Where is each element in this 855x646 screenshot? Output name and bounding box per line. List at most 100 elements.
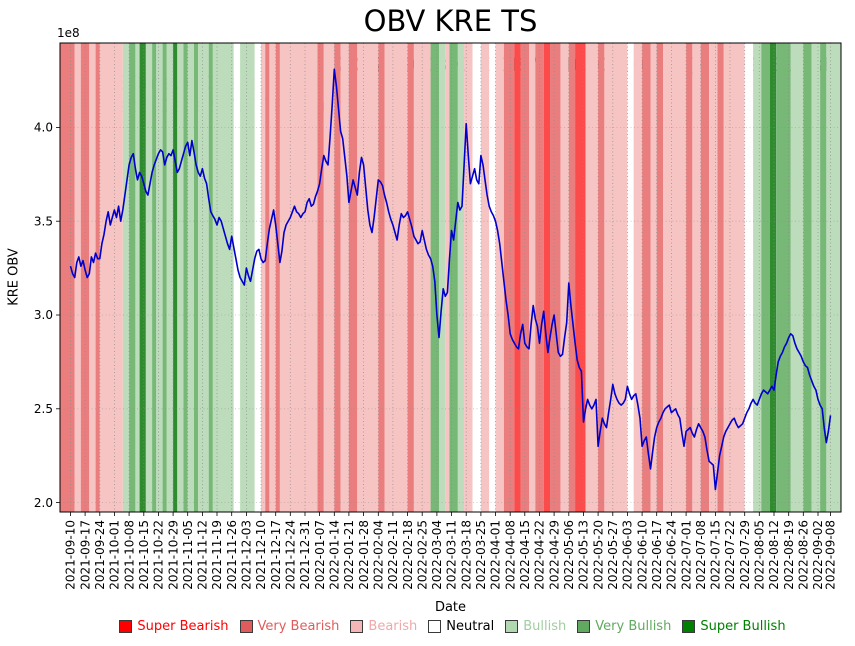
sentiment-band-very_bullish [776,43,791,512]
sentiment-band-very_bearish [642,43,651,512]
sentiment-band-very_bullish [449,43,458,512]
sentiment-band-bearish [357,43,379,512]
sentiment-band-neutral [489,43,496,512]
x-tick-label: 2022-07-22 [723,520,737,590]
x-tick-label: 2021-09-24 [93,520,107,590]
sentiment-band-bullish [826,43,841,512]
legend-label: Neutral [446,619,495,634]
sentiment-band-bearish [99,43,123,512]
x-tick-label: 2022-08-05 [753,520,767,590]
sentiment-band-super_bearish [514,43,521,512]
legend-swatch [350,620,364,633]
y-axis-offset-label: 1e8 [57,26,80,40]
x-tick-label: 2021-10-01 [108,520,122,590]
y-tick-label: 4.0 [34,121,53,135]
x-tick-label: 2022-07-08 [694,520,708,590]
x-tick-label: 2022-09-02 [811,520,825,590]
legend-swatch [239,620,253,633]
sentiment-band-bearish [445,43,450,512]
sentiment-band-bearish [585,43,599,512]
x-tick-label: 2022-09-08 [824,520,838,590]
sentiment-band-neutral [472,43,481,512]
sentiment-band-neutral [233,43,241,512]
x-tick-label: 2022-03-04 [430,520,444,590]
legend-swatch [682,620,696,633]
x-tick-label: 2022-05-06 [562,520,576,590]
x-tick-label: 2022-08-12 [767,520,781,590]
x-tick-label: 2021-09-10 [64,520,78,590]
sentiment-band-very_bullish [162,43,167,512]
x-tick-label: 2022-06-17 [650,520,664,590]
x-tick-label: 2022-04-15 [518,520,532,590]
chart-title: OBV KRE TS [363,4,538,38]
legend-label: Super Bullish [700,619,786,634]
x-tick-label: 2021-11-19 [210,520,224,590]
legend-item: Bullish [505,619,566,634]
legend-label: Super Bearish [137,619,229,634]
sentiment-band-bullish [439,43,446,512]
sentiment-band-bullish [145,43,153,512]
x-tick-label: 2022-04-08 [503,520,517,590]
legend-label: Bearish [368,619,418,634]
axes-border [59,42,842,513]
y-tick-label: 2.0 [34,496,53,510]
legend-item: Neutral [428,619,494,634]
sentiment-band-bearish [692,43,701,512]
x-tick-label: 2021-11-26 [225,520,239,590]
sentiment-band-bearish [269,43,276,512]
y-tick-label: 3.0 [34,308,53,322]
sentiment-band-very_bearish [60,43,75,512]
sentiment-band-super_bullish [769,43,777,512]
sentiment-band-very_bearish [656,43,663,512]
x-tick-label: 2022-06-03 [621,520,635,590]
legend-swatch [428,620,442,633]
sentiment-band-bullish [240,43,255,512]
x-tick-label: 2022-01-28 [357,520,371,590]
sentiment-band-very_bullish [208,43,213,512]
sentiment-band-neutral [744,43,754,512]
sentiment-band-bearish [340,43,349,512]
sentiment-band-super_bullish [139,43,146,512]
legend-swatch [577,620,591,633]
x-axis-label: Date [434,600,467,615]
sentiment-band-bullish [753,43,762,512]
sentiment-band-very_bullish [803,43,812,512]
sentiment-band-very_bullish [820,43,827,512]
x-tick-label: 2021-12-17 [269,520,283,590]
sentiment-band-very_bearish [348,43,358,512]
sentiment-band-very_bearish [550,43,561,512]
sentiment-band-very_bearish [275,43,280,512]
sentiment-band-very_bearish [407,43,414,512]
sentiment-band-very_bearish [378,43,385,512]
x-tick-label: 2021-11-05 [181,520,195,590]
sentiment-band-neutral [627,43,634,512]
x-tick-label: 2022-05-27 [606,520,620,590]
sentiment-band-bullish [811,43,821,512]
x-tick-label: 2022-06-24 [665,520,679,590]
sentiment-band-very_bullish [194,43,199,512]
legend-item: Very Bearish [239,619,339,634]
sentiment-band-super_bearish [543,43,550,512]
sentiment-band-bullish [177,43,184,512]
x-tick-label: 2022-02-04 [372,520,386,590]
x-tick-label: 2022-01-21 [342,520,356,590]
sentiment-band-very_bearish [686,43,693,512]
x-tick-label: 2022-03-25 [474,520,488,590]
sentiment-band-neutral [254,43,261,512]
sentiment-band-bullish [187,43,194,512]
x-tick-label: 2022-06-10 [635,520,649,590]
sentiment-band-bearish [323,43,335,512]
x-tick-label: 2022-02-18 [401,520,415,590]
sentiment-band-very_bearish [700,43,710,512]
sentiment-band-bearish [650,43,657,512]
x-tick-label: 2022-05-13 [577,520,591,590]
sentiment-band-bullish [212,43,234,512]
sentiment-band-very_bullish [152,43,157,512]
sentiment-band-bearish [74,43,81,512]
legend-item: Super Bullish [682,619,786,634]
legend-item: Bearish [350,619,417,634]
sentiment-band-bullish [122,43,130,512]
sentiment-band-bearish [89,43,96,512]
sentiment-band-bearish [529,43,536,512]
